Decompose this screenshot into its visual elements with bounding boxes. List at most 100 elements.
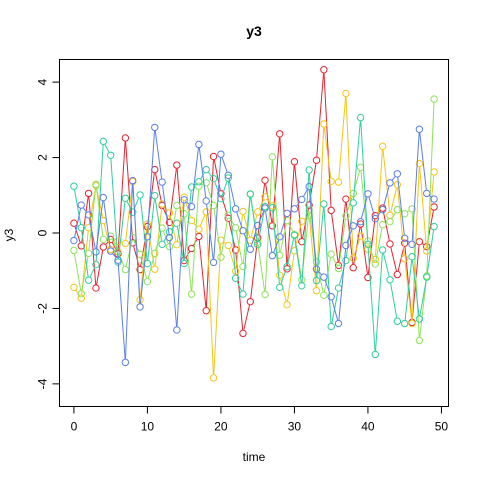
series-segment: [361, 197, 368, 219]
data-point: [371, 350, 379, 359]
data-point: [393, 270, 402, 279]
data-point: [165, 233, 174, 242]
series-segment: [81, 231, 89, 277]
data-point: [378, 142, 387, 150]
data-point: [342, 256, 350, 265]
series-segment: [279, 137, 288, 266]
series-segment: [112, 253, 117, 258]
series-segment: [280, 216, 287, 234]
data-point: [121, 239, 130, 248]
series-segment: [316, 207, 324, 277]
data-point: [173, 161, 181, 169]
data-point: [165, 218, 174, 227]
data-point: [158, 224, 166, 232]
data-point: [305, 201, 313, 209]
data-point: [129, 176, 137, 185]
data-point: [283, 209, 291, 218]
series-segment: [198, 239, 207, 308]
series-segment: [272, 137, 280, 223]
data-point: [173, 201, 181, 210]
data-point: [393, 317, 402, 325]
data-point: [187, 202, 196, 211]
data-point: [239, 227, 247, 235]
data-point: [173, 240, 181, 249]
series-segment: [390, 283, 398, 318]
series-segment: [169, 241, 178, 327]
series-segment: [213, 243, 222, 375]
x-tick-label: 30: [288, 420, 302, 434]
data-point: [224, 174, 232, 182]
series-segment: [126, 201, 132, 210]
data-point: [202, 179, 210, 187]
data-point: [312, 265, 321, 273]
data-point: [356, 113, 365, 122]
data-point: [386, 179, 394, 187]
data-point: [114, 256, 122, 264]
data-point: [106, 151, 115, 160]
series-segment: [265, 211, 273, 253]
chart-title: y3: [246, 23, 262, 39]
data-point: [327, 206, 335, 215]
data-point: [386, 276, 394, 284]
series-segment: [323, 257, 332, 292]
series-segment: [139, 240, 148, 304]
data-point: [70, 283, 78, 292]
series-segment: [375, 228, 383, 261]
series-segment: [346, 229, 353, 243]
data-point: [327, 250, 335, 258]
series-segment: [88, 188, 96, 225]
data-point: [283, 265, 291, 273]
data-point: [114, 247, 122, 256]
data-point: [239, 329, 247, 338]
series-segment: [88, 218, 96, 249]
series-segment: [361, 238, 367, 247]
series-segment: [198, 147, 207, 198]
y-tick-label: -4: [36, 378, 50, 389]
data-point: [393, 181, 402, 189]
series-segment: [235, 253, 244, 330]
data-point: [217, 253, 225, 261]
series-segment: [318, 271, 322, 275]
series-segment: [382, 149, 391, 212]
series-segment: [208, 172, 212, 177]
data-point: [364, 240, 372, 249]
data-point: [173, 219, 181, 227]
series-segment: [419, 280, 427, 316]
series-segment: [391, 212, 396, 219]
data-point: [158, 240, 166, 249]
series-segment: [171, 225, 175, 230]
series-segment: [242, 197, 251, 291]
data-point: [305, 206, 313, 214]
data-point: [400, 239, 409, 247]
data-point: [400, 319, 409, 328]
data-point: [349, 264, 357, 272]
data-point: [423, 189, 431, 198]
data-point: [239, 262, 247, 271]
series-segment: [228, 181, 236, 275]
data-point: [298, 282, 306, 290]
data-point: [261, 176, 269, 184]
series-segment: [397, 188, 405, 256]
series-segment: [89, 267, 95, 278]
series-segment: [303, 189, 308, 197]
series-segment: [287, 254, 295, 302]
series-segment: [257, 183, 266, 235]
series-segment: [331, 291, 339, 324]
data-point: [195, 140, 203, 149]
data-point: [408, 205, 416, 213]
data-point: [261, 193, 269, 201]
data-point: [349, 189, 357, 198]
data-point: [327, 177, 335, 186]
data-point: [143, 277, 152, 286]
series-segment: [117, 201, 126, 259]
data-point: [378, 205, 387, 214]
data-point: [400, 254, 409, 263]
y-tick-label: -2: [36, 303, 50, 314]
series-segment: [287, 238, 295, 264]
data-point: [356, 232, 365, 240]
series-segment: [331, 213, 339, 262]
series-segment: [383, 253, 390, 277]
data-point: [342, 89, 350, 98]
series-segment: [316, 127, 325, 288]
data-point: [77, 201, 85, 209]
